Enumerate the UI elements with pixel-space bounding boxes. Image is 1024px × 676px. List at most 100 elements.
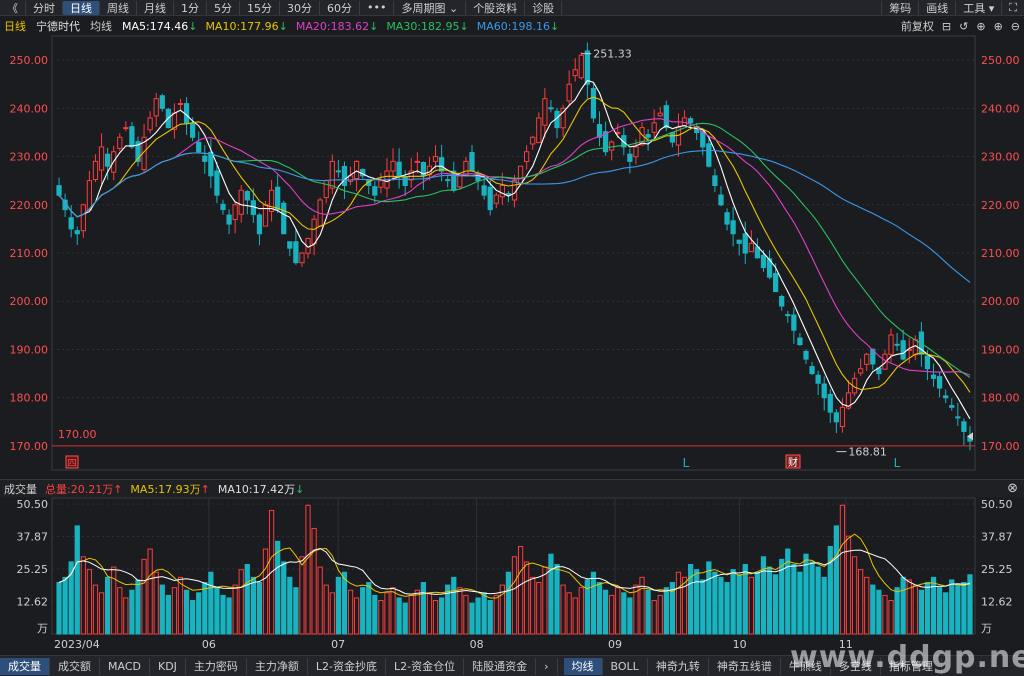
volume-bar [754, 571, 761, 635]
volume-label-right: 37.87 [981, 531, 1013, 544]
volume-bar [700, 579, 706, 635]
undo-icon[interactable]: ↺ [959, 19, 969, 33]
period-tab-11[interactable]: 个股资料 [466, 0, 526, 15]
volume-bar [955, 584, 961, 635]
period-tab-7[interactable]: 30分 [280, 0, 320, 15]
chips-button[interactable]: 筹码 [881, 0, 918, 15]
overlay-tab-5[interactable]: 多空线 [831, 657, 881, 675]
tools-menu-button[interactable]: 工具 ▾ [955, 0, 1001, 15]
period-tab-5[interactable]: 5分 [207, 0, 240, 15]
overlay-tab-2[interactable]: 神奇九转 [648, 657, 709, 675]
price-label-right: 220.00 [981, 199, 1020, 212]
overlay-tab-4[interactable]: 牛熊线 [781, 657, 831, 675]
volume-bar [74, 525, 80, 635]
add-indicator-icon[interactable]: ⊕ [976, 19, 986, 33]
indicator-tab-8[interactable]: 陆股通资金 [464, 657, 537, 675]
chart-tools: 前复权 ⊟ ↺ ⊕ ⊕ ⊖ [893, 17, 1020, 35]
candle-body [700, 130, 706, 148]
ma-label[interactable]: 均线 [90, 20, 112, 33]
volume-bar [214, 587, 220, 635]
price-label-left: 180.00 [10, 392, 49, 405]
candle-body [675, 127, 682, 146]
candle-body [833, 412, 839, 423]
period-tab-9[interactable]: ••• [360, 0, 395, 15]
volume-bar [256, 582, 263, 635]
candle-body [736, 239, 742, 244]
volume-bar [511, 556, 518, 635]
candle-body [80, 204, 86, 232]
period-tab-2[interactable]: 周线 [100, 0, 137, 15]
volume-bar [177, 576, 184, 635]
period-tab-12[interactable]: 诊股 [525, 0, 563, 15]
candle-body [499, 184, 505, 198]
volume-bar [171, 587, 178, 635]
indicator-tab-7[interactable]: L2-资金仓位 [386, 657, 465, 675]
period-tab-8[interactable]: 60分 [320, 0, 360, 15]
volume-bar [92, 584, 99, 635]
volume-label-left: 37.87 [17, 531, 49, 544]
indicator-tab-3[interactable]: KDJ [150, 657, 186, 675]
overlay-tab-1[interactable]: BOLL [603, 657, 648, 675]
candle-body [299, 252, 305, 264]
candle-body [517, 165, 524, 185]
x-axis-label: 06 [202, 638, 216, 651]
volume-bar [888, 600, 894, 635]
volume-bar [809, 561, 815, 635]
candle-body [560, 107, 566, 129]
candle-body [281, 202, 287, 235]
candle-body [912, 339, 918, 356]
period-tab-1[interactable]: 日线 [63, 0, 100, 15]
indicator-tab-0[interactable]: 成交量 [0, 657, 50, 675]
candle-body [536, 117, 542, 144]
overlay-tab-0[interactable]: 均线 [563, 657, 603, 675]
period-tab-3[interactable]: 月线 [137, 0, 174, 15]
overlay-tab-3[interactable]: 神奇五线谱 [709, 657, 781, 675]
fullscreen-icon[interactable]: ⛶ [1001, 0, 1024, 15]
indicator-tab-6[interactable]: L2-资金抄底 [308, 657, 387, 675]
candle-body [378, 180, 384, 188]
zoom-out-icon[interactable]: ⊖ [1010, 19, 1020, 33]
period-tab-0[interactable]: 分时 [26, 0, 63, 15]
volume-bar [760, 556, 767, 635]
volume-bar [876, 589, 882, 635]
volume-bar [554, 563, 560, 635]
volume-bar [98, 592, 105, 635]
volume-bar [912, 584, 918, 635]
candle-body [779, 295, 785, 307]
candle-body [894, 343, 900, 346]
volume-bar [858, 569, 864, 635]
zoom-in-icon[interactable]: ⊕ [993, 19, 1003, 33]
volume-bar [451, 576, 457, 635]
volume-bar [839, 504, 846, 635]
tabs-scroll-arrow[interactable]: › [536, 657, 558, 675]
x-axis-label: 2023/04 [54, 638, 100, 651]
back-button[interactable]: 《 [0, 0, 26, 15]
candle-body [208, 151, 214, 177]
indicator-tab-5[interactable]: 主力净额 [247, 657, 308, 675]
event-marker-box [65, 455, 79, 469]
candle-body [463, 160, 469, 176]
restore-right-button[interactable]: 前复权 [900, 20, 934, 33]
volume-bar [694, 569, 700, 635]
candle-body [870, 348, 876, 365]
close-volume-icon[interactable]: ⊗ [1007, 481, 1018, 496]
candle-body [262, 204, 269, 227]
volume-bar [493, 594, 499, 635]
settings-icon[interactable]: ⊟ [941, 19, 952, 33]
candle-body [232, 204, 238, 220]
volume-bar [900, 576, 906, 635]
volume-bar [414, 589, 420, 635]
period-tab-6[interactable]: 15分 [240, 0, 280, 15]
period-tab-4[interactable]: 1分 [174, 0, 207, 15]
period-tab-10[interactable]: 多周期图 ⌄ [394, 0, 467, 15]
draw-line-button[interactable]: 画线 [918, 0, 955, 15]
indicator-tab-1[interactable]: 成交额 [50, 657, 100, 675]
chart-annotations: 170.00 251.33 168.81 四 财 L L [52, 48, 975, 470]
candle-body [439, 157, 445, 172]
indicator-tab-2[interactable]: MACD [100, 657, 150, 675]
indicator-tab-4[interactable]: 主力密码 [186, 657, 247, 675]
volume-bar [687, 563, 694, 635]
overlay-tab-6[interactable]: 指标管理 [881, 657, 942, 675]
volume-bar [147, 548, 153, 635]
